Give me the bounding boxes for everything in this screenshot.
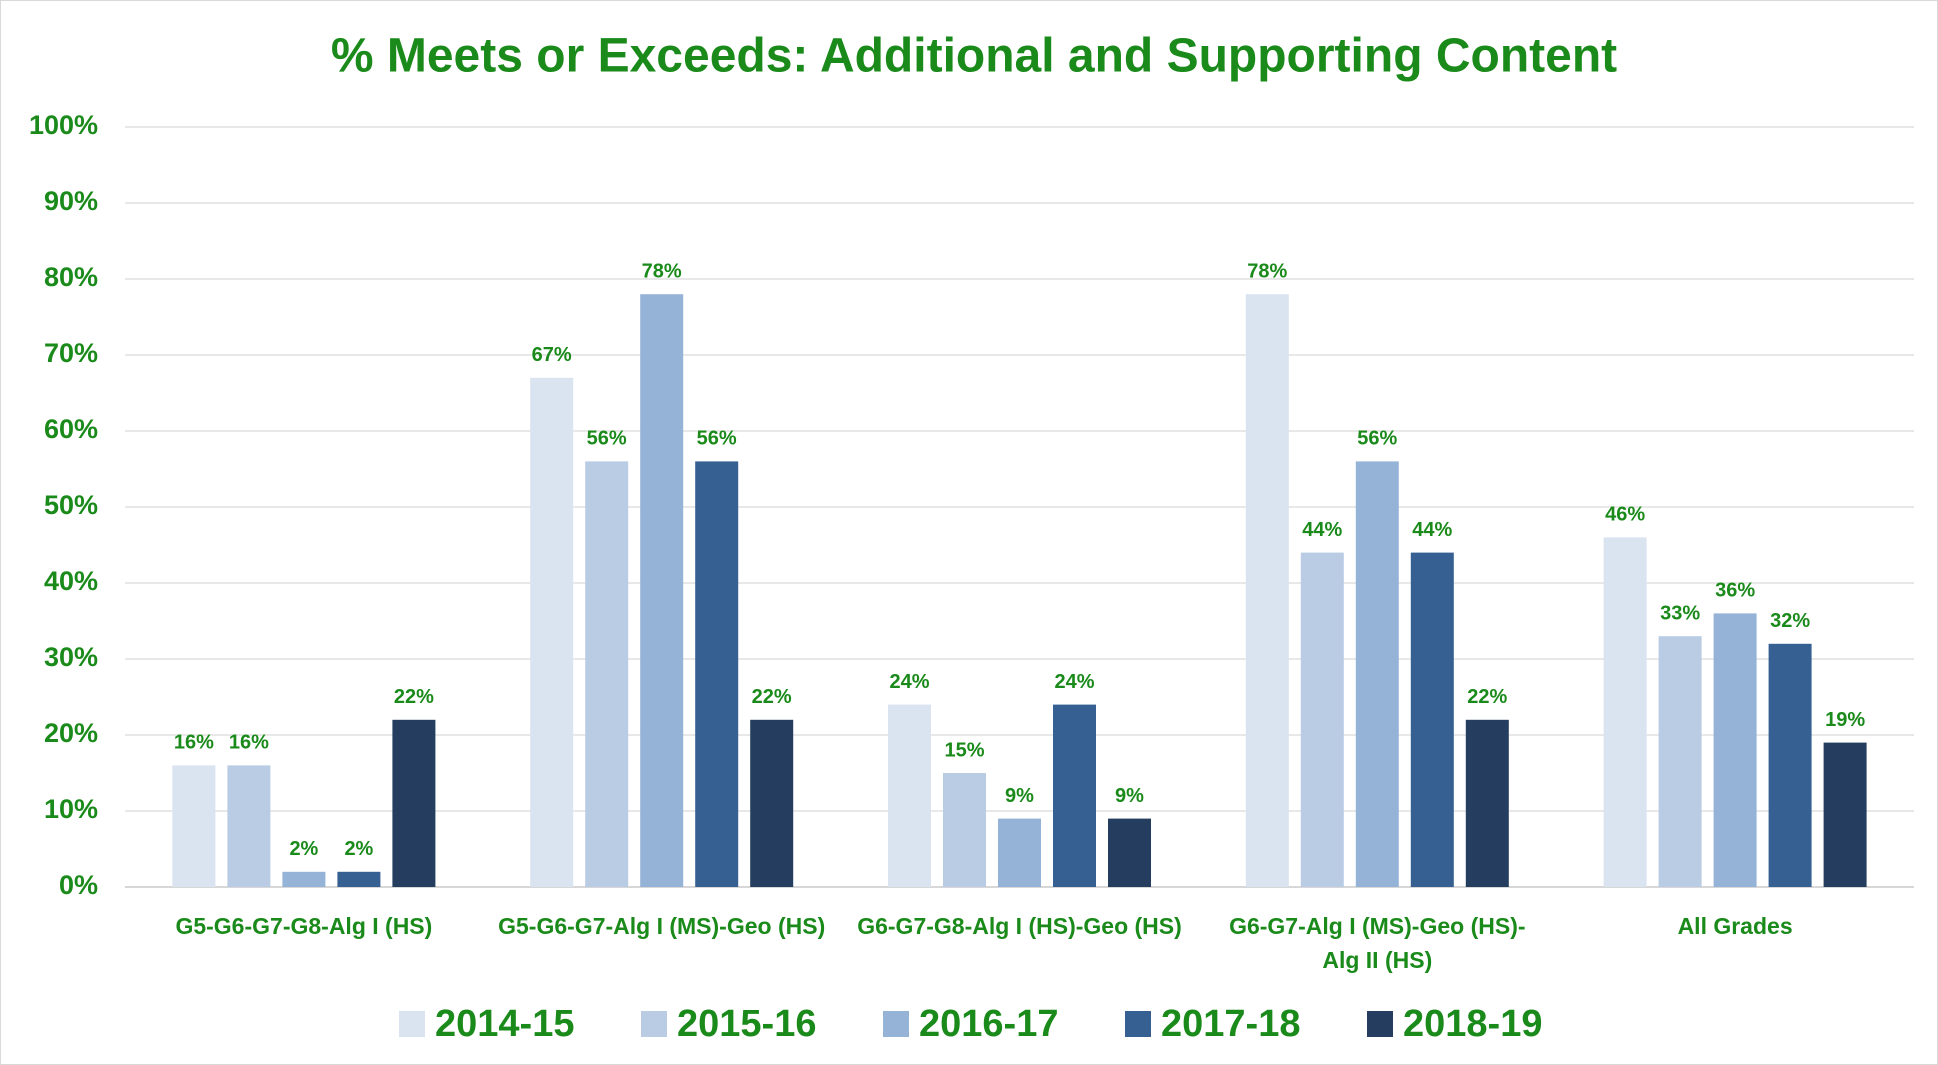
data-label: 9% [1115, 785, 1144, 807]
x-tick-label: G6-G7-Alg I (MS)-Geo (HS)-Alg II (HS) [1229, 913, 1526, 973]
y-tick-label: 90% [44, 186, 98, 216]
legend-swatch [1367, 1011, 1393, 1037]
data-label: 44% [1302, 519, 1342, 541]
bar [337, 871, 381, 887]
data-label: 24% [889, 671, 929, 693]
data-label: 16% [229, 732, 269, 754]
data-label: 19% [1825, 709, 1865, 731]
data-label: 44% [1412, 519, 1452, 541]
data-label: 2% [344, 838, 373, 860]
bar [392, 719, 436, 887]
x-tick-label: All Grades [1677, 913, 1793, 939]
y-tick-label: 50% [44, 490, 98, 520]
legend-label: 2016-17 [919, 1003, 1058, 1045]
legend-swatch [883, 1011, 909, 1037]
legend-swatch [399, 1011, 425, 1037]
data-label: 32% [1770, 610, 1810, 632]
x-tick-label: G5-G6-G7-Alg I (MS)-Geo (HS) [498, 913, 826, 939]
bar [640, 294, 684, 887]
data-label: 15% [944, 739, 984, 761]
legend-swatch [1125, 1011, 1151, 1037]
bar [1823, 742, 1867, 887]
legend-label: 2018-19 [1403, 1003, 1542, 1045]
y-tick-label: 70% [44, 338, 98, 368]
legend-label: 2015-16 [677, 1003, 816, 1045]
data-label: 16% [174, 732, 214, 754]
bar [172, 765, 216, 887]
bar [1053, 704, 1096, 887]
legend-label: 2017-18 [1161, 1003, 1300, 1045]
bar [227, 765, 271, 887]
bar [530, 377, 574, 887]
y-tick-label: 100% [29, 110, 98, 140]
y-tick-label: 40% [44, 566, 98, 596]
x-tick-label: G6-G7-G8-Alg I (HS)-Geo (HS) [857, 913, 1182, 939]
bar [1300, 552, 1344, 887]
bar [1245, 294, 1289, 887]
data-label: 78% [1247, 260, 1287, 282]
bar [1108, 818, 1151, 887]
y-tick-label: 60% [44, 414, 98, 444]
bar [943, 773, 986, 887]
data-label: 36% [1715, 580, 1755, 602]
bar [282, 871, 326, 887]
bar [1355, 461, 1399, 887]
data-label: 22% [394, 686, 434, 708]
y-tick-label: 80% [44, 262, 98, 292]
legend-label: 2014-15 [435, 1003, 574, 1045]
bar [1768, 643, 1812, 887]
data-label: 78% [642, 260, 682, 282]
data-label: 56% [697, 428, 737, 450]
data-label: 24% [1054, 671, 1094, 693]
data-label: 2% [289, 838, 318, 860]
y-tick-label: 10% [44, 794, 98, 824]
bar [750, 719, 794, 887]
data-label: 22% [1467, 686, 1507, 708]
bar [1658, 636, 1702, 887]
bar [1603, 537, 1647, 887]
bar [1410, 552, 1454, 887]
bar [888, 704, 931, 887]
data-label: 56% [1357, 428, 1397, 450]
x-tick-label: G5-G6-G7-G8-Alg I (HS) [175, 913, 433, 939]
chart-title: % Meets or Exceeds: Additional and Suppo… [331, 30, 1617, 83]
y-tick-label: 30% [44, 642, 98, 672]
bar [695, 461, 739, 887]
bar [998, 818, 1041, 887]
y-tick-label: 20% [44, 718, 98, 748]
bar [1465, 719, 1509, 887]
data-label: 9% [1005, 785, 1034, 807]
bar [1713, 613, 1757, 887]
data-label: 46% [1605, 504, 1645, 526]
bar [585, 461, 629, 887]
data-label: 56% [587, 428, 627, 450]
y-tick-label: 0% [59, 870, 98, 900]
data-label: 33% [1660, 602, 1700, 624]
legend-swatch [641, 1011, 667, 1037]
data-label: 22% [752, 686, 792, 708]
data-label: 67% [532, 344, 572, 366]
